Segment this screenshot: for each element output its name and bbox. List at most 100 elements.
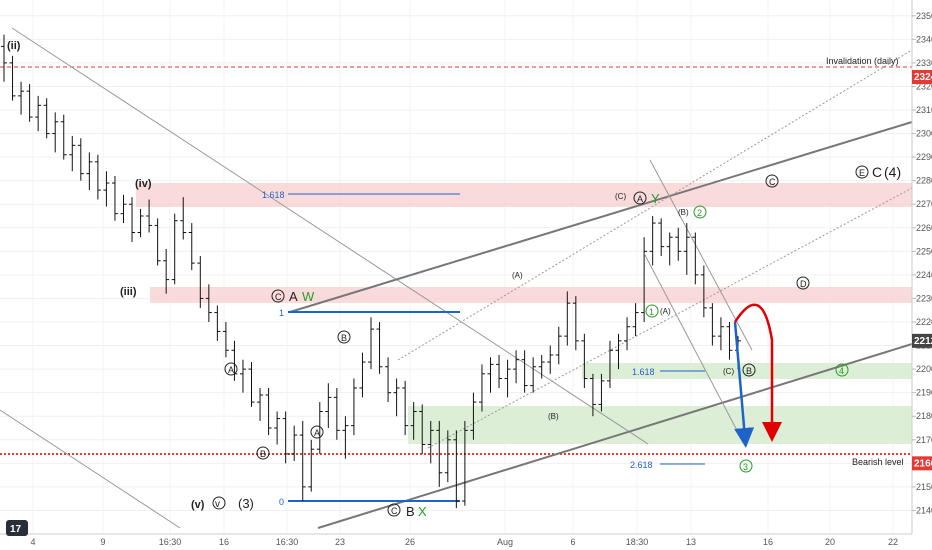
time-tick-label: 16:30 — [159, 537, 182, 547]
ohlc-bar — [547, 345, 554, 374]
ohlc-bar — [18, 81, 25, 115]
price-tick-label: 2330 — [916, 58, 932, 68]
fib-1618-top-label: 1.618 — [262, 190, 285, 200]
price-tick-label: 2260 — [916, 223, 932, 233]
channel-dotted-upper — [397, 49, 913, 361]
wave-label-c-main: C — [872, 164, 882, 180]
ohlc-bar — [410, 402, 417, 440]
wave-label-4: (4) — [884, 164, 901, 180]
svg-text:2324: 2324 — [914, 72, 932, 83]
ohlc-bar — [171, 213, 178, 285]
ohlc-bar — [624, 317, 631, 351]
ohlc-bar — [350, 378, 357, 436]
ohlc-bar — [530, 357, 537, 393]
wave-label-circled-d: D — [800, 279, 807, 289]
wave-label-paren-a-2: (A) — [660, 307, 671, 316]
ohlc-bar — [700, 265, 707, 318]
time-tick-label: 23 — [335, 537, 345, 547]
ohlc-bar — [180, 197, 187, 240]
svg-text:17: 17 — [10, 524, 22, 535]
wave-label-paren-b-2: (B) — [678, 208, 689, 217]
ohlc-bar — [427, 420, 434, 464]
alternate-projection-arrow — [733, 303, 782, 442]
price-tick-label: 2270 — [916, 199, 932, 209]
price-tick-label: 2290 — [916, 152, 932, 162]
ohlc-bar — [641, 237, 648, 322]
ohlc-bar — [120, 194, 127, 224]
price-tag-2160: 2160 — [912, 456, 932, 471]
time-tick-label: 22 — [888, 537, 898, 547]
ohlc-bar — [393, 378, 400, 417]
wave-label-circled-b-1: B — [341, 333, 347, 343]
ohlc-bar — [188, 223, 195, 271]
time-tick-label: Aug — [497, 537, 513, 547]
time-tick-label: 13 — [686, 537, 696, 547]
wave-label-circled-2: 2 — [697, 208, 702, 218]
ohlc-bar — [555, 326, 562, 365]
wave-label-x: X — [418, 504, 427, 519]
ohlc-bar — [308, 439, 315, 492]
ohlc-bar — [77, 138, 84, 181]
ohlc-bar — [444, 430, 451, 483]
ohlc-bar — [214, 305, 221, 341]
wave-label-paren-b-1: (B) — [548, 412, 559, 421]
zones — [136, 183, 912, 444]
ohlc-bar — [615, 333, 622, 370]
ohlc-bar — [581, 333, 588, 388]
wave-label-circled-c-bx: C — [391, 506, 398, 516]
ohlc-bar — [368, 317, 374, 370]
wave-label-paren-c-2: (C) — [723, 367, 734, 376]
price-tick-label: 2140 — [916, 505, 932, 515]
ohlc-bar — [129, 197, 136, 242]
ohlc-bar — [683, 223, 690, 275]
ohlc-bar — [60, 114, 67, 160]
wave-label-a-main: A — [289, 289, 298, 304]
time-axis-ticks: 4 9 16:30 16 16:30 23 26 Aug 6 18:30 13 16 20 22 — [30, 537, 898, 547]
price-tick-label: 2280 — [916, 176, 932, 186]
wave-label-circled-b-3: B — [746, 366, 752, 376]
ohlc-bar — [35, 95, 42, 132]
ohlc-bar — [478, 364, 485, 412]
fib-0-label: 0 — [279, 497, 284, 507]
price-tick-label: 2180 — [916, 411, 932, 421]
time-axis[interactable] — [0, 534, 932, 550]
ohlc-bar — [470, 392, 477, 440]
wave-label-v: (v) — [191, 499, 205, 511]
ohlc-bar — [692, 232, 699, 285]
ohlc-bar — [487, 357, 494, 393]
ohlc-bar — [564, 291, 571, 346]
ohlc-bar — [52, 112, 59, 153]
channel-upper-line — [289, 121, 913, 313]
ohlc-bar — [282, 411, 289, 464]
time-tick-label: 16 — [763, 537, 773, 547]
wave-label-iv: (iv) — [135, 178, 152, 190]
fib-2618-label: 2.618 — [630, 460, 653, 470]
price-tick-label: 2240 — [916, 270, 932, 280]
wave-label-paren-c-1: (C) — [615, 192, 626, 201]
ohlc-bar — [137, 208, 144, 238]
ohlc-bar — [342, 416, 349, 459]
ohlc-bar — [299, 420, 306, 502]
wave-label-circled-v: v — [215, 499, 220, 510]
ohlc-bar — [436, 420, 443, 487]
ohlc-bar — [675, 227, 682, 261]
price-tag-2324: 2324 — [912, 70, 932, 85]
wave-labels: (ii) (iv) (iii) (v) v (3) C A W C B X A … — [7, 40, 901, 519]
price-axis[interactable] — [912, 0, 932, 534]
wave-label-circled-4: 4 — [839, 366, 844, 376]
wave-label-circled-e: E — [859, 168, 865, 178]
ohlc-bar — [658, 218, 665, 257]
time-tick-label: 16:30 — [276, 537, 299, 547]
correction-line-1 — [649, 159, 753, 351]
price-tick-label: 2170 — [916, 435, 932, 445]
ohlc-bar — [726, 322, 733, 360]
ohlc-bar — [1, 34, 7, 82]
ohlc-bar — [419, 404, 426, 454]
wave-label-paren-a-1: (A) — [512, 271, 523, 280]
ohlc-bar — [504, 359, 511, 398]
wave-label-b-main: B — [406, 504, 415, 519]
ohlc-bar — [257, 387, 264, 421]
ohlc-bar — [717, 317, 724, 351]
